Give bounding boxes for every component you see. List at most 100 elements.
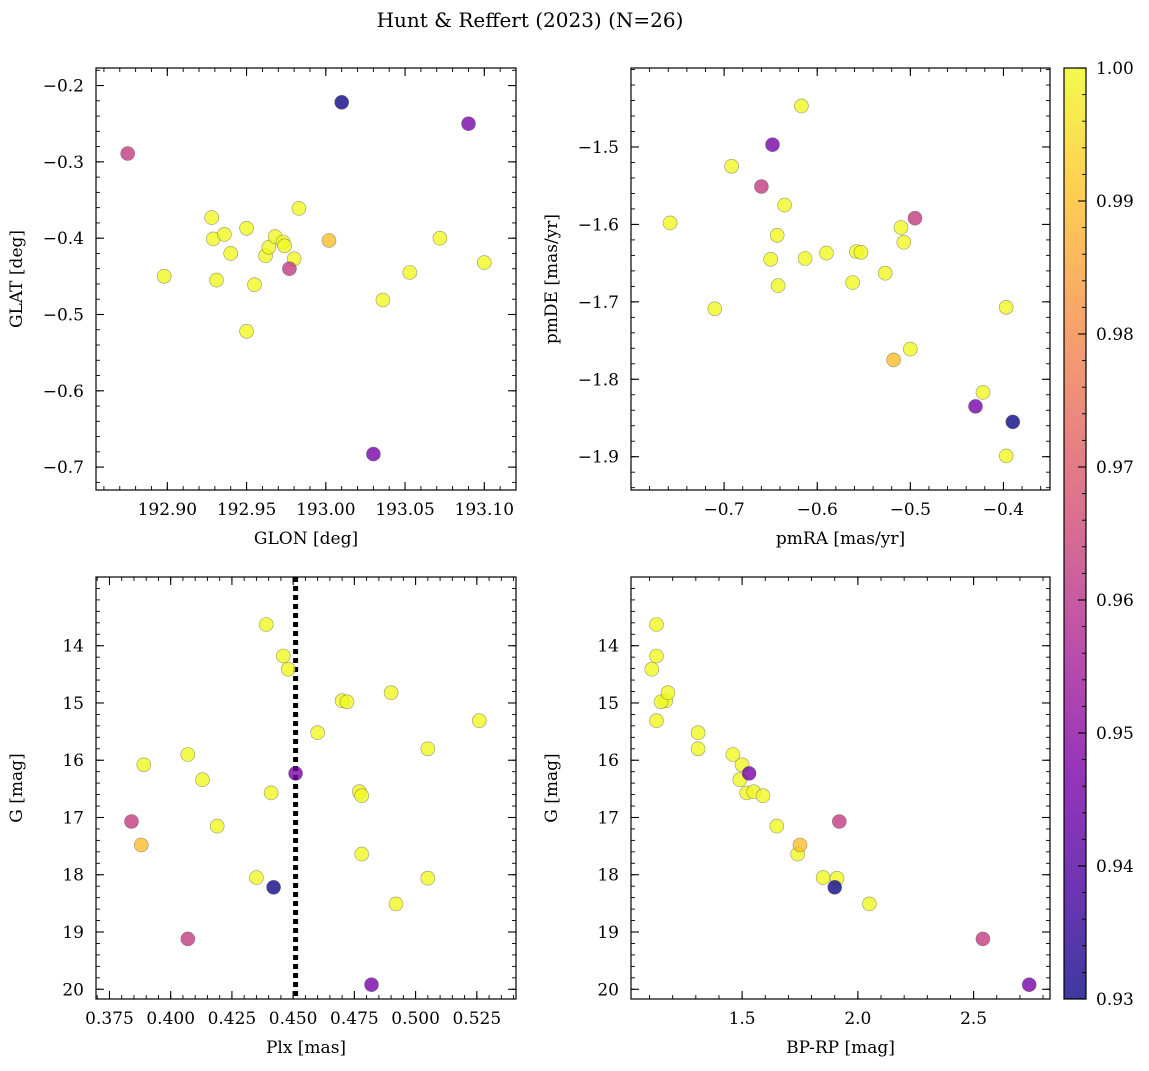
x-tick-label: 0.500: [391, 1009, 440, 1029]
axes-frame: [630, 576, 1051, 1000]
colorbar-gradient: [1064, 68, 1086, 999]
y-tick-label: 19: [597, 923, 619, 943]
data-point: [217, 227, 232, 242]
data-point: [180, 931, 196, 947]
colorbar-tick-label: 0.98: [1096, 325, 1134, 345]
data-point: [707, 301, 723, 317]
panel-pmra-pmde: −0.7 −0.6 −0.5 −0.4 −1.9 −1.8 −1.7 −1.6 −1.5 pmRA…: [542, 67, 1051, 549]
x-tick-label: 193.05: [375, 500, 434, 520]
y-tick-label: −0.2: [43, 77, 84, 97]
data-point: [420, 741, 436, 757]
data-point: [209, 272, 224, 288]
data-point: [998, 299, 1014, 315]
data-point: [763, 251, 779, 267]
x-tick-label: 0.475: [330, 1009, 379, 1029]
data-point: [239, 323, 254, 339]
x-tick-label: 0.400: [146, 1009, 195, 1029]
axes-frame: [630, 67, 1051, 491]
y-tick-label: 15: [597, 694, 619, 714]
colorbar-tick-label: 0.96: [1096, 591, 1134, 611]
axes-frame: [95, 576, 517, 1000]
data-point: [476, 255, 492, 270]
x-axis-label: pmRA [mas/yr]: [776, 529, 905, 549]
x-axis-label: GLON [deg]: [254, 529, 358, 549]
data-point: [690, 725, 706, 741]
panel-bprp-g: 1.5 2.0 2.5 14 15 16 17 18 19 20 BP-RP [mag] G [mag…: [542, 576, 1051, 1058]
data-point: [754, 179, 769, 194]
data-point: [902, 341, 918, 357]
data-point: [321, 233, 337, 248]
colorbar-tick-label: 1.00: [1096, 59, 1134, 79]
data-point: [354, 846, 370, 862]
data-point: [896, 234, 912, 250]
data-point: [263, 785, 279, 801]
colorbar-tick-label: 0.94: [1096, 857, 1134, 877]
x-tick-label: 1.5: [729, 1009, 756, 1029]
data-point: [998, 448, 1014, 464]
data-point: [649, 713, 664, 729]
y-axis-label: G [mag]: [7, 753, 27, 822]
x-tick-label: 192.90: [138, 500, 197, 520]
y-tick-label: 17: [62, 808, 84, 828]
y-tick-label: −1.5: [578, 138, 619, 158]
data-point: [792, 837, 808, 853]
x-tick-label: 193.00: [296, 500, 355, 520]
y-axis-label: GLAT [deg]: [7, 230, 27, 328]
x-axis-label: BP-RP [mag]: [786, 1038, 895, 1058]
data-point: [258, 617, 274, 632]
data-point: [134, 837, 149, 853]
data-point: [975, 931, 991, 947]
data-point: [741, 766, 757, 781]
data-point: [204, 210, 219, 225]
data-point: [364, 977, 379, 993]
colorbar-tick-label: 0.93: [1096, 990, 1134, 1010]
y-tick-label: 18: [62, 866, 84, 886]
data-point: [383, 685, 399, 701]
x-tick-label: 192.95: [217, 500, 276, 520]
data-point: [831, 814, 847, 829]
data-point: [877, 265, 893, 281]
data-point: [777, 197, 792, 213]
data-point: [690, 741, 706, 757]
data-point: [402, 265, 418, 280]
data-point: [907, 210, 923, 226]
y-tick-label: −0.5: [43, 305, 84, 325]
y-tick-label: 20: [62, 980, 84, 1000]
data-point: [310, 725, 325, 741]
data-point: [1021, 977, 1037, 993]
y-tick-label: −1.6: [578, 215, 619, 235]
data-point: [291, 201, 307, 216]
data-point: [339, 694, 355, 710]
y-axis-label: G [mag]: [542, 753, 562, 822]
data-point: [156, 268, 172, 284]
y-tick-label: −0.3: [43, 153, 84, 173]
data-point: [275, 648, 291, 664]
x-axis-label: Plx [mas]: [266, 1038, 346, 1058]
data-point: [247, 277, 262, 293]
x-tick-label: 193.10: [455, 500, 514, 520]
data-point: [845, 275, 860, 290]
panel-glon-glat: 192.90 192.95 193.00 193.05 193.10 −0.7 −0.6 −0…: [7, 67, 517, 549]
data-point: [266, 879, 281, 895]
x-tick-label: −0.5: [890, 500, 931, 520]
data-point: [239, 221, 254, 236]
data-point: [375, 292, 391, 308]
y-axis-label: pmDE [mas/yr]: [542, 214, 562, 344]
data-point: [725, 747, 741, 762]
y-tick-label: 18: [597, 866, 619, 886]
x-tick-label: 0.525: [452, 1009, 501, 1029]
data-point: [280, 661, 296, 677]
x-tick-label: 0.450: [269, 1009, 318, 1029]
colorbar-frame: [1063, 67, 1087, 1000]
data-point: [886, 352, 901, 368]
y-tick-label: 16: [62, 751, 84, 771]
data-point: [724, 159, 739, 174]
panel-plx-g: 0.375 0.400 0.425 0.450 0.475 0.500 0.525 14 15 1…: [7, 576, 517, 1058]
data-point: [388, 896, 404, 912]
data-point: [853, 245, 869, 260]
data-point: [769, 818, 785, 834]
data-point: [261, 240, 277, 255]
data-point: [755, 788, 771, 804]
colorbar-tick-label: 0.97: [1096, 458, 1134, 478]
